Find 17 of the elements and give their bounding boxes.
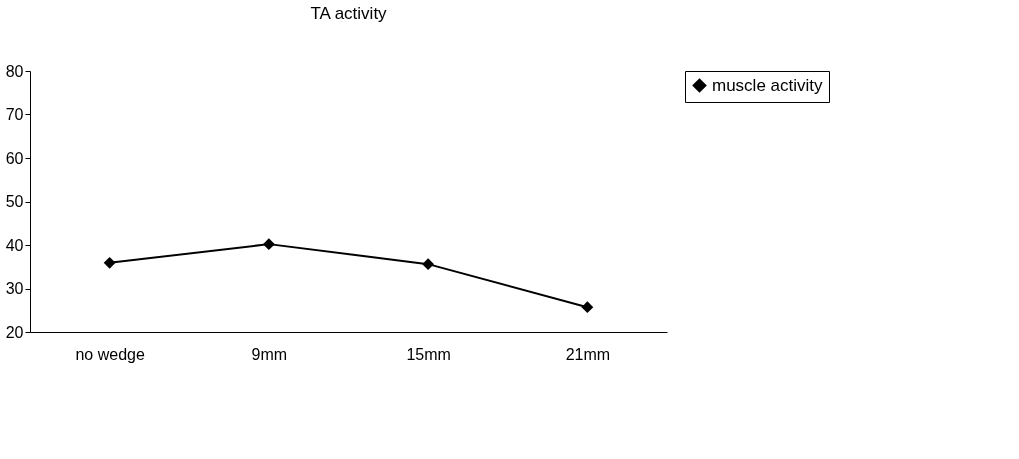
point — [262, 238, 275, 251]
y-tick-label: 80 — [5, 62, 24, 80]
chart-title: TA activity — [310, 4, 388, 23]
x-tick-label: 15mm — [406, 345, 451, 363]
y-tick-label: 50 — [5, 193, 24, 210]
point — [422, 258, 435, 271]
legend-label: muscle activity — [712, 75, 824, 95]
y-tick-label: 20 — [5, 323, 24, 341]
x-tick-label: no wedge — [75, 345, 145, 363]
y-tick-label: 60 — [5, 149, 24, 167]
point — [581, 301, 594, 314]
x-tick-label: 9mm — [251, 345, 288, 363]
y-tick-label: 70 — [5, 106, 24, 123]
y-tick-label: 30 — [5, 280, 24, 297]
x-tick-label: 21mm — [565, 345, 611, 363]
y-tick-label: 40 — [5, 236, 24, 254]
point — [103, 256, 116, 269]
